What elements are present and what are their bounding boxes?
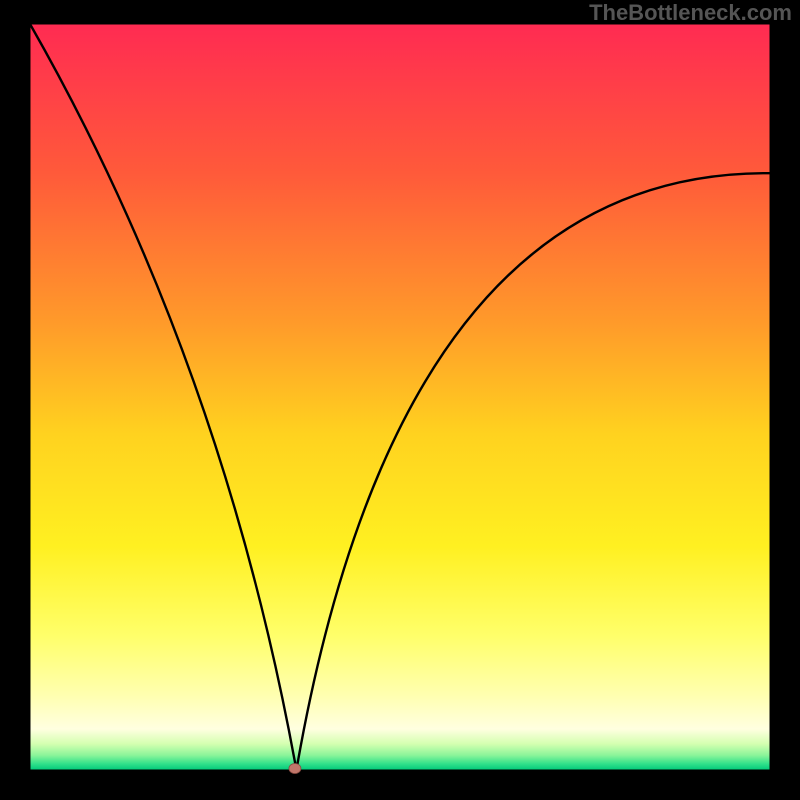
bottleneck-chart: TheBottleneck.com <box>0 0 800 800</box>
chart-svg <box>0 0 800 800</box>
dip-marker <box>289 764 301 774</box>
